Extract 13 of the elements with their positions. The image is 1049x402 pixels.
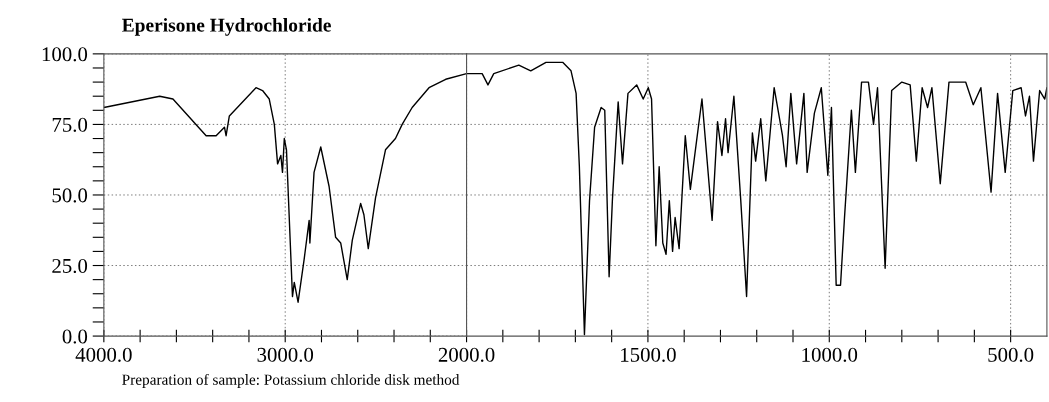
y-tick-label: 0.0 <box>62 329 88 344</box>
y-tick-label: 75.0 <box>52 117 88 132</box>
x-tick-label: 4000.0 <box>75 347 132 362</box>
y-tick-label: 25.0 <box>52 258 88 274</box>
y-tick-label: 50.0 <box>52 188 88 203</box>
x-tick-label: 1000.0 <box>802 347 858 362</box>
y-tick-label: 100.0 <box>42 47 88 62</box>
x-tick-label: 1500.0 <box>621 347 676 362</box>
text: Preparation of sample: Potassium chloride disk method <box>122 373 460 388</box>
x-tick-label: 2000.0 <box>438 347 495 362</box>
x-tick-label: 500.0 <box>988 347 1034 362</box>
x-tick-label: 3000.0 <box>257 347 314 362</box>
chart-title: Eperisone Hydrochloride <box>122 18 331 36</box>
